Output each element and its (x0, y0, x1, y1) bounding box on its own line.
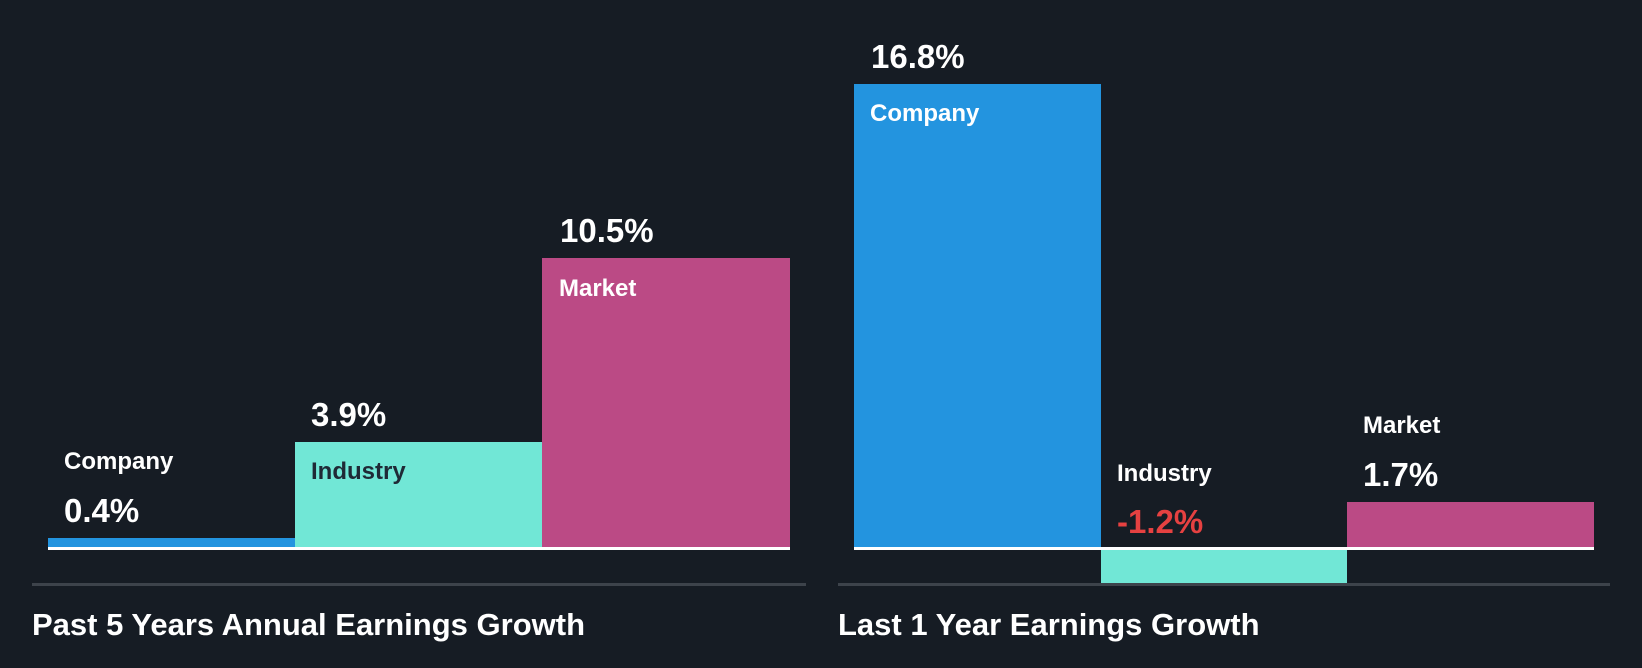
left-company-value: 0.4% (64, 492, 140, 529)
right-company-label: Company (870, 100, 980, 127)
left-market-bar (542, 258, 790, 548)
right-chart-title: Last 1 Year Earnings Growth (838, 607, 1260, 642)
left-industry-label: Industry (311, 458, 406, 485)
right-baseline (854, 547, 1594, 550)
right-company-value: 16.8% (871, 38, 965, 75)
left-market-value: 10.5% (560, 212, 654, 249)
right-market-label: Market (1363, 412, 1441, 439)
left-industry-value: 3.9% (311, 396, 387, 433)
left-baseline (48, 547, 790, 550)
right-company-bar (854, 84, 1101, 548)
left-chart-title: Past 5 Years Annual Earnings Growth (32, 607, 586, 642)
right-industry-label: Industry (1117, 460, 1212, 487)
right-market-value: 1.7% (1363, 456, 1439, 493)
right-industry-bar (1101, 548, 1347, 584)
right-industry-value: -1.2% (1117, 503, 1204, 540)
right-market-bar (1347, 502, 1594, 548)
left-market-label: Market (559, 275, 637, 302)
left-company-bar (48, 538, 295, 548)
left-industry-bar (295, 442, 542, 548)
left-company-label: Company (64, 448, 174, 475)
right-axis-line (838, 583, 1610, 586)
left-axis-line (32, 583, 806, 586)
